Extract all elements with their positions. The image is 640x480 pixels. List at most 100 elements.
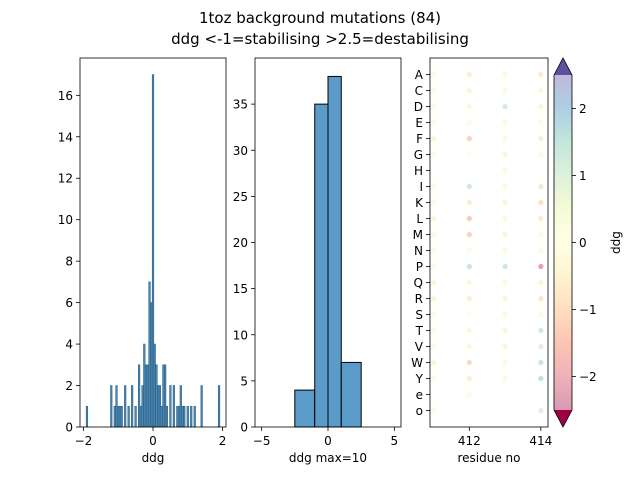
scatter-point <box>430 119 437 126</box>
y-tick-label: N <box>414 244 423 258</box>
colorbar: −2 −1 0 1 2 ddg <box>553 57 623 428</box>
y-tick-label: 14 <box>58 130 73 144</box>
scatter-point <box>430 103 437 110</box>
x-axis-label: ddg max=10 <box>289 451 367 465</box>
scatter-point <box>538 295 544 302</box>
y-tick-label: 2 <box>65 379 73 393</box>
colorbar-label: ddg <box>609 231 623 254</box>
histogram-bar <box>314 103 329 428</box>
scatter-point <box>430 183 437 190</box>
histogram-bar <box>183 405 186 428</box>
scatter-point <box>538 151 544 158</box>
x-axis-label: ddg <box>142 451 165 465</box>
scatter-point <box>466 343 472 350</box>
colorbar-tick-label: 2 <box>579 102 587 116</box>
scatter-point <box>430 343 437 350</box>
scatter-point <box>466 215 472 222</box>
colorbar-extend-min <box>554 410 572 427</box>
scatter-point <box>466 119 472 126</box>
histogram-bar <box>165 405 168 428</box>
colorbar-extend-max <box>554 58 572 75</box>
figure-title-line1: 1toz background mutations (84) <box>199 9 441 27</box>
y-tick-label: L <box>416 212 423 226</box>
y-tick-label: 20 <box>233 236 248 250</box>
scatter-point <box>502 375 508 382</box>
histogram-bar <box>148 281 151 428</box>
x-axis-label: residue no <box>457 451 520 465</box>
scatter-point <box>538 199 544 206</box>
x-tick-label: 412 <box>458 434 481 448</box>
colorbar-tick-label: 1 <box>579 169 587 183</box>
scatter-point <box>502 119 508 126</box>
y-tick-label: S <box>415 308 423 322</box>
scatter-point <box>538 215 544 222</box>
axes-frame <box>254 57 402 428</box>
y-tick-label: o <box>416 404 423 418</box>
scatter-point <box>430 151 437 158</box>
scatter-point <box>466 87 472 94</box>
histogram-bar <box>177 405 181 428</box>
scatter-point <box>430 215 437 222</box>
y-tick-label: 5 <box>240 374 248 388</box>
y-tick-label: C <box>415 84 423 98</box>
y-tick-label: D <box>414 100 423 114</box>
histogram-bar <box>113 405 116 428</box>
scatter-point <box>466 359 472 366</box>
histogram-bar <box>141 385 144 428</box>
histogram-bar <box>118 405 122 428</box>
histogram-bar <box>115 385 118 428</box>
histogram-bar <box>124 385 127 428</box>
scatter-point <box>430 247 437 254</box>
histogram-bar <box>143 343 146 428</box>
scatter-point <box>538 135 544 142</box>
y-tick-label: P <box>416 260 423 274</box>
scatter-point <box>502 103 508 110</box>
y-tick-label: V <box>415 340 424 354</box>
histogram-bar <box>131 385 134 428</box>
histogram-bar <box>110 385 113 428</box>
scatter-point <box>502 167 508 174</box>
histogram-bar <box>134 405 137 428</box>
scatter-point <box>538 327 544 334</box>
scatter-point <box>466 327 472 334</box>
histogram-bar <box>127 405 130 428</box>
scatter-point <box>430 87 437 94</box>
scatter-point <box>538 103 544 110</box>
scatter-point <box>538 375 544 382</box>
scatter-point <box>538 359 544 366</box>
scatter-point <box>466 199 472 206</box>
scatter-point <box>502 279 508 286</box>
scatter-point <box>466 71 472 78</box>
y-tick-label: 4 <box>65 338 73 352</box>
histogram-bar <box>120 405 123 428</box>
scatter-point <box>502 247 508 254</box>
histogram-bar <box>146 364 149 428</box>
y-tick-label: 0 <box>65 421 73 435</box>
y-tick-label: 15 <box>233 282 248 296</box>
y-tick-label: e <box>416 388 423 402</box>
scatter-point <box>502 327 508 334</box>
histogram-bar <box>179 385 182 428</box>
scatter-point <box>466 311 472 318</box>
y-tick-label: Q <box>414 276 423 290</box>
scatter-point <box>502 359 508 366</box>
y-tick-label: T <box>415 324 424 338</box>
histogram-bar <box>190 405 193 428</box>
scatter-point <box>502 215 508 222</box>
histogram-bar <box>117 405 120 428</box>
y-tick-label: 6 <box>65 296 73 310</box>
colorbar-gradient <box>554 75 572 410</box>
y-tick-label: H <box>414 164 423 178</box>
scatter-point <box>502 295 508 302</box>
scatter-point <box>430 407 437 414</box>
scatter-point <box>538 71 544 78</box>
histogram-bar <box>151 74 155 428</box>
histogram-bar <box>181 405 184 428</box>
scatter-point <box>466 375 472 382</box>
y-tick-label: 0 <box>240 421 248 435</box>
y-tick-label: 10 <box>58 213 73 227</box>
histogram-bar <box>200 385 203 428</box>
scatter-point <box>538 183 544 190</box>
